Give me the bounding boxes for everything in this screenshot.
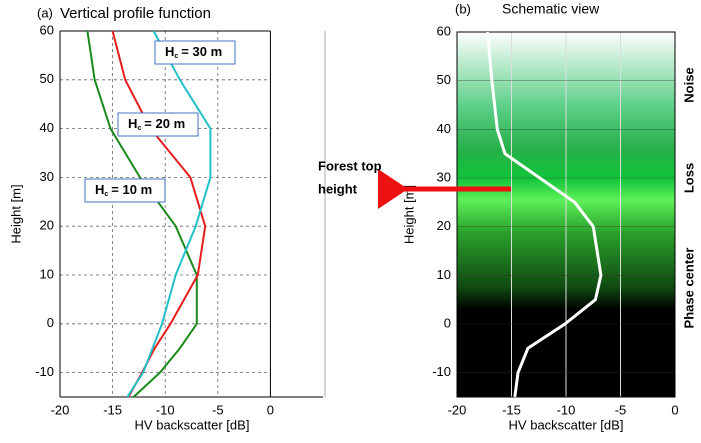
x-tick-label: 0 <box>267 402 274 417</box>
y-tick-label: 20 <box>40 218 54 233</box>
x-axis-label: HV backscatter [dB] <box>135 417 250 432</box>
y-tick-label: 10 <box>40 266 54 281</box>
zone-label: Noise <box>681 67 696 102</box>
x-tick-label: -20 <box>51 402 70 417</box>
panel-label: (a) <box>37 5 53 20</box>
y-tick-label: 50 <box>437 72 451 87</box>
y-tick-label: 30 <box>40 169 54 184</box>
annotation-sub: c <box>137 125 141 132</box>
y-tick-label: 20 <box>437 218 451 233</box>
annotation-box <box>117 112 199 137</box>
chart-title: Schematic view <box>502 1 600 17</box>
annotation: Hc = 30 m <box>165 44 222 59</box>
annotation-base: H <box>165 44 174 59</box>
profile-line <box>86 30 198 398</box>
y-tick-label: 40 <box>437 121 451 136</box>
annotation-sub: c <box>174 53 178 60</box>
frame <box>456 31 676 398</box>
annotation: Hc = 20 m <box>128 116 185 131</box>
x-axis-label: HV backscatter [dB] <box>509 417 624 432</box>
annotation: height <box>318 181 358 196</box>
profile-line <box>111 30 207 398</box>
y-tick-label: 30 <box>437 169 451 184</box>
y-tick-label: 0 <box>47 315 54 330</box>
y-tick-label: 50 <box>40 71 54 86</box>
annotation-box <box>154 40 236 65</box>
annotation-text: = 10 m <box>111 182 152 197</box>
y-tick-label: 40 <box>40 120 54 135</box>
x-tick-label: -5 <box>615 402 627 417</box>
x-tick-label: -10 <box>557 402 576 417</box>
y-tick-label: 60 <box>437 23 451 38</box>
annotation-sub: c <box>104 191 108 198</box>
annotation: Hc = 10 m <box>95 182 152 197</box>
y-tick-label: -10 <box>35 364 54 379</box>
panel-label: (b) <box>455 1 471 16</box>
zone-label: Loss <box>681 163 696 193</box>
profile-line <box>126 30 212 398</box>
profile-line <box>486 31 603 398</box>
y-tick-label: 60 <box>40 22 54 37</box>
x-tick-label: 0 <box>671 402 678 417</box>
annotation-base: H <box>95 182 104 197</box>
x-tick-label: -15 <box>502 402 521 417</box>
y-tick-label: -10 <box>432 364 451 379</box>
annotation-box <box>84 178 166 203</box>
x-tick-label: -5 <box>212 402 224 417</box>
annotation-base: H <box>128 116 137 131</box>
x-tick-label: -20 <box>448 402 467 417</box>
y-axis-label: Height [m] <box>401 185 416 244</box>
y-axis-label: Height [m] <box>8 184 23 243</box>
annotation-text: = 30 m <box>181 44 222 59</box>
y-tick-label: 10 <box>437 267 451 282</box>
chart-title: Vertical profile function <box>60 5 211 22</box>
x-tick-label: -15 <box>103 402 122 417</box>
y-tick-label: 0 <box>444 315 451 330</box>
zone-label: Phase center <box>681 248 696 329</box>
annotation: Forest top <box>318 158 382 173</box>
annotation-text: = 20 m <box>144 116 185 131</box>
x-tick-label: -10 <box>156 402 175 417</box>
